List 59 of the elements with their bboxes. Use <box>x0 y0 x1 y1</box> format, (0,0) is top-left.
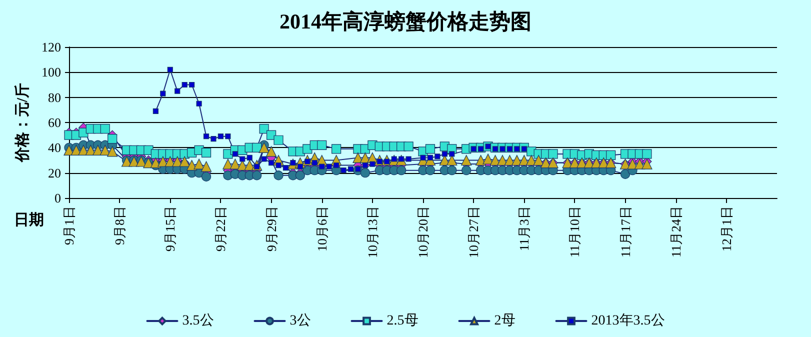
point <box>268 160 274 166</box>
point <box>282 165 289 171</box>
y-tick-label: 60 <box>48 115 61 130</box>
point <box>174 88 180 94</box>
point <box>240 156 246 162</box>
point <box>152 108 158 114</box>
point <box>442 151 448 157</box>
point <box>370 161 376 167</box>
point <box>189 82 195 88</box>
y-tick-label: 20 <box>48 165 61 180</box>
legend-label: 2013年3.5公 <box>591 312 665 328</box>
point <box>225 134 231 140</box>
y-tick-label: 0 <box>54 190 61 206</box>
legend-label: 3公 <box>290 312 311 328</box>
point <box>348 166 354 172</box>
x-tick-label: 11月3日 <box>516 206 532 252</box>
point <box>297 164 303 170</box>
point <box>406 156 412 162</box>
y-tick-label: 120 <box>42 40 61 54</box>
legend-label: 3.5公 <box>182 312 214 328</box>
y-tick-label: 40 <box>48 140 61 156</box>
legend-label: 2母 <box>494 312 516 328</box>
point <box>167 66 173 72</box>
y-tick-label: 100 <box>42 64 61 80</box>
x-tick-label: 9月29日 <box>264 206 279 252</box>
point <box>312 160 318 166</box>
y-axis-title: 价格：元/斤 <box>14 82 32 164</box>
point <box>182 82 188 88</box>
point <box>276 162 282 168</box>
point <box>203 134 210 140</box>
point <box>246 154 252 161</box>
x-tick-label: 9月22日 <box>213 206 228 252</box>
x-tick-label: 11月24日 <box>668 206 684 258</box>
x-tick-label: 10月13日 <box>364 206 380 258</box>
x-tick-label: 10月6日 <box>314 206 330 252</box>
point <box>261 156 267 162</box>
point <box>326 164 332 170</box>
legend-label: 2.5母 <box>386 312 418 328</box>
x-tick-label: 9月15日 <box>162 206 178 252</box>
point <box>232 151 238 157</box>
point <box>196 100 202 106</box>
x-tick-label: 9月1日 <box>62 206 76 245</box>
x-tick-label: 11月17日 <box>618 206 633 258</box>
point <box>210 136 216 142</box>
point <box>160 90 166 96</box>
point <box>434 154 440 160</box>
x-tick-label: 11月10日 <box>567 206 582 258</box>
chart-title: 2014年高淳螃蟹价格走势图 <box>280 10 532 34</box>
point <box>218 134 224 140</box>
x-tick-label: 10月20日 <box>416 206 430 258</box>
y-tick-label: 80 <box>48 90 61 105</box>
point <box>334 162 340 168</box>
x-tick-label: 10月27日 <box>466 206 482 258</box>
x-axis-title: 日期 <box>14 212 44 228</box>
point <box>449 151 455 157</box>
x-tick-label: 9月8日 <box>112 206 128 245</box>
point <box>319 164 325 170</box>
point <box>340 168 346 174</box>
x-tick-label: 12月1日 <box>718 206 734 252</box>
